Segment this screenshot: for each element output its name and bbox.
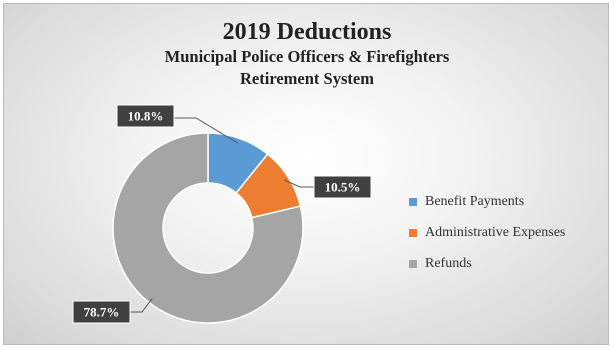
leader-lines bbox=[130, 117, 314, 313]
legend-item-benefit-payments[interactable]: Benefit Payments bbox=[409, 186, 565, 217]
leader-line bbox=[174, 117, 239, 144]
leader-line bbox=[283, 179, 314, 188]
legend-label: Administrative Expenses bbox=[425, 224, 566, 240]
chart-frame bbox=[3, 3, 609, 345]
legend-swatch bbox=[409, 197, 417, 206]
chart-subtitle-line-2: Retirement System bbox=[240, 69, 374, 88]
donut-slices bbox=[112, 132, 304, 324]
legend-item-refunds[interactable]: Refunds bbox=[409, 248, 565, 279]
data-label: 10.8% bbox=[128, 109, 164, 124]
data-label-box bbox=[72, 300, 131, 324]
legend-swatch bbox=[409, 259, 417, 268]
donut-slice-refunds[interactable] bbox=[112, 132, 304, 324]
leader-line bbox=[130, 298, 153, 313]
data-label: 78.7% bbox=[84, 305, 120, 320]
legend-item-administrative-expenses[interactable]: Administrative Expenses bbox=[409, 217, 565, 248]
legend: Benefit Payments Administrative Expenses… bbox=[409, 186, 565, 279]
legend-label: Benefit Payments bbox=[425, 193, 525, 209]
chart-subtitle-line-1: Municipal Police Officers & Firefighters bbox=[164, 47, 450, 66]
data-label-box bbox=[313, 175, 372, 199]
data-label-box bbox=[116, 104, 175, 128]
data-labels: 10.8% 10.5% 78.7% bbox=[72, 104, 372, 324]
chart-title: 2019 Deductions bbox=[222, 19, 392, 45]
legend-label: Refunds bbox=[425, 255, 472, 271]
legend-swatch bbox=[409, 228, 417, 237]
chart-title-block: 2019 Deductions Municipal Police Officer… bbox=[0, 18, 614, 90]
data-label: 10.5% bbox=[325, 180, 361, 195]
